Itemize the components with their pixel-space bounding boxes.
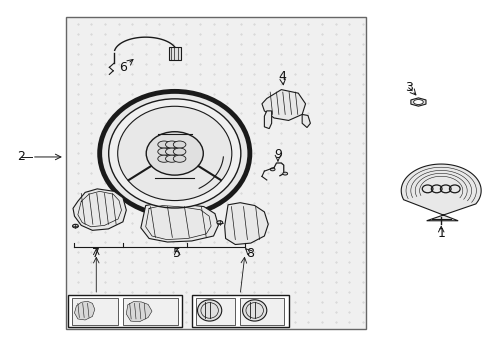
Ellipse shape bbox=[414, 100, 423, 104]
Ellipse shape bbox=[173, 155, 186, 162]
Polygon shape bbox=[265, 111, 271, 129]
Polygon shape bbox=[141, 203, 219, 242]
Polygon shape bbox=[411, 98, 426, 106]
Ellipse shape bbox=[158, 155, 171, 162]
Ellipse shape bbox=[197, 300, 222, 321]
Ellipse shape bbox=[270, 168, 275, 171]
Ellipse shape bbox=[118, 106, 232, 201]
Ellipse shape bbox=[243, 300, 267, 321]
Ellipse shape bbox=[166, 141, 178, 148]
Text: 6: 6 bbox=[119, 61, 127, 74]
Ellipse shape bbox=[99, 91, 250, 215]
Ellipse shape bbox=[158, 148, 171, 155]
Polygon shape bbox=[401, 164, 481, 221]
Text: 5: 5 bbox=[173, 247, 181, 260]
Bar bbox=[240, 298, 284, 325]
Text: 3: 3 bbox=[405, 81, 413, 94]
Ellipse shape bbox=[146, 132, 203, 175]
Text: 8: 8 bbox=[246, 247, 254, 260]
Polygon shape bbox=[126, 302, 152, 322]
Text: 1: 1 bbox=[437, 228, 445, 240]
Text: 7: 7 bbox=[92, 247, 100, 260]
Bar bbox=[169, 47, 181, 60]
Ellipse shape bbox=[283, 172, 288, 175]
Text: 4: 4 bbox=[279, 70, 287, 83]
Ellipse shape bbox=[158, 141, 171, 148]
Bar bbox=[66, 17, 366, 329]
Polygon shape bbox=[302, 114, 310, 127]
Ellipse shape bbox=[73, 224, 78, 228]
Ellipse shape bbox=[173, 148, 186, 155]
Polygon shape bbox=[73, 189, 126, 230]
Bar bbox=[196, 298, 235, 325]
Bar bbox=[68, 295, 182, 327]
Text: 2: 2 bbox=[17, 150, 25, 163]
Polygon shape bbox=[74, 301, 95, 320]
Ellipse shape bbox=[173, 141, 186, 148]
Ellipse shape bbox=[217, 221, 223, 224]
Bar bbox=[72, 298, 118, 325]
Ellipse shape bbox=[166, 148, 178, 155]
Polygon shape bbox=[224, 203, 268, 244]
Ellipse shape bbox=[166, 155, 178, 162]
Bar bbox=[123, 298, 178, 325]
Polygon shape bbox=[262, 90, 306, 121]
Bar bbox=[192, 295, 289, 327]
Text: 9: 9 bbox=[274, 148, 282, 161]
Ellipse shape bbox=[109, 99, 241, 208]
